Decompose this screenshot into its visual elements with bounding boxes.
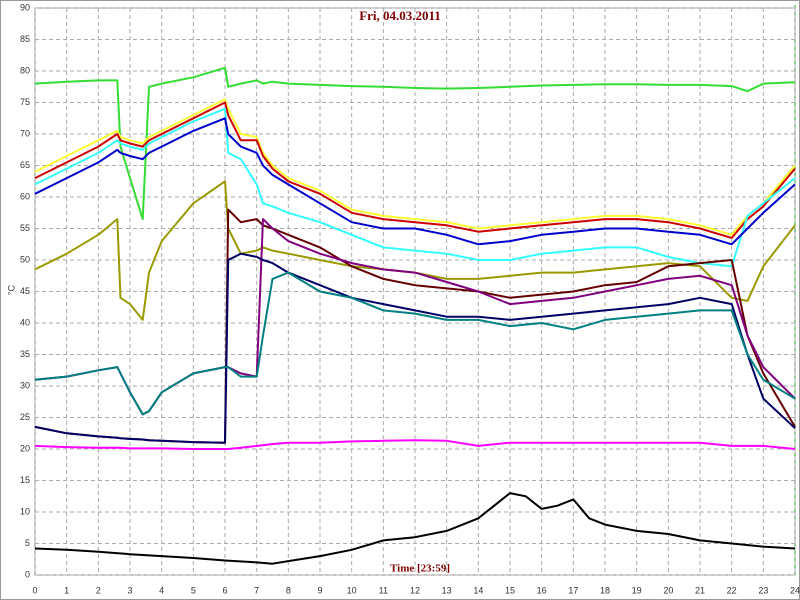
y-tick-label: 25 bbox=[20, 412, 30, 422]
series-line bbox=[34, 117, 796, 246]
y-tick-label: 65 bbox=[20, 160, 30, 170]
x-tick-label: 20 bbox=[663, 585, 673, 595]
chart-title: Fri, 04.03.2011 bbox=[359, 8, 441, 23]
y-tick-label: 20 bbox=[20, 443, 30, 453]
y-tick-label: 55 bbox=[20, 223, 30, 233]
y-tick-label: 50 bbox=[20, 254, 30, 264]
x-tick-label: 22 bbox=[727, 585, 737, 595]
y-tick-label: 0 bbox=[25, 569, 30, 579]
y-tick-label: 60 bbox=[20, 191, 30, 201]
y-axis-label: °C bbox=[6, 284, 16, 295]
x-tick-label: 5 bbox=[191, 585, 196, 595]
x-tick-label: 14 bbox=[473, 585, 483, 595]
y-tick-label: 15 bbox=[20, 475, 30, 485]
y-tick-label: 35 bbox=[20, 349, 30, 359]
x-tick-label: 1 bbox=[64, 585, 69, 595]
series-line bbox=[34, 101, 796, 239]
x-tick-label: 10 bbox=[347, 585, 357, 595]
x-tick-label: 16 bbox=[537, 585, 547, 595]
x-tick-label: 6 bbox=[222, 585, 227, 595]
x-tick-label: 11 bbox=[379, 585, 388, 595]
x-tick-label: 17 bbox=[568, 585, 578, 595]
y-tick-label: 30 bbox=[20, 380, 30, 390]
x-tick-label: 0 bbox=[32, 585, 37, 595]
y-tick-label: 40 bbox=[20, 317, 30, 327]
y-tick-label: 5 bbox=[25, 538, 30, 548]
series-line bbox=[34, 252, 796, 444]
y-tick-label: 45 bbox=[20, 286, 30, 296]
x-tick-label: 2 bbox=[96, 585, 101, 595]
x-tick-label: 12 bbox=[410, 585, 420, 595]
x-tick-label: 15 bbox=[505, 585, 515, 595]
y-tick-label: 85 bbox=[20, 34, 30, 44]
y-tick-label: 70 bbox=[20, 128, 30, 138]
x-tick-label: 4 bbox=[159, 585, 164, 595]
x-tick-label: 18 bbox=[600, 585, 610, 595]
series-line bbox=[34, 66, 796, 221]
y-tick-label: 75 bbox=[20, 97, 30, 107]
series-line bbox=[34, 271, 796, 416]
series-line bbox=[34, 492, 796, 565]
x-axis-label: Time [23:59] bbox=[390, 563, 450, 575]
series-line bbox=[34, 180, 796, 321]
x-tick-label: 24 bbox=[790, 585, 800, 595]
y-tick-label: 10 bbox=[20, 506, 30, 516]
x-tick-label: 13 bbox=[442, 585, 452, 595]
x-tick-label: 21 bbox=[695, 585, 705, 595]
y-tick-label: 80 bbox=[20, 65, 30, 75]
x-tick-label: 23 bbox=[758, 585, 768, 595]
series-line bbox=[34, 98, 796, 236]
x-tick-label: 7 bbox=[254, 585, 259, 595]
x-tick-label: 9 bbox=[317, 585, 322, 595]
series-line bbox=[34, 439, 796, 450]
x-tick-label: 3 bbox=[127, 585, 132, 595]
x-tick-label: 19 bbox=[632, 585, 642, 595]
series-line bbox=[34, 107, 796, 268]
x-tick-label: 8 bbox=[286, 585, 291, 595]
y-tick-label: 90 bbox=[20, 2, 30, 12]
